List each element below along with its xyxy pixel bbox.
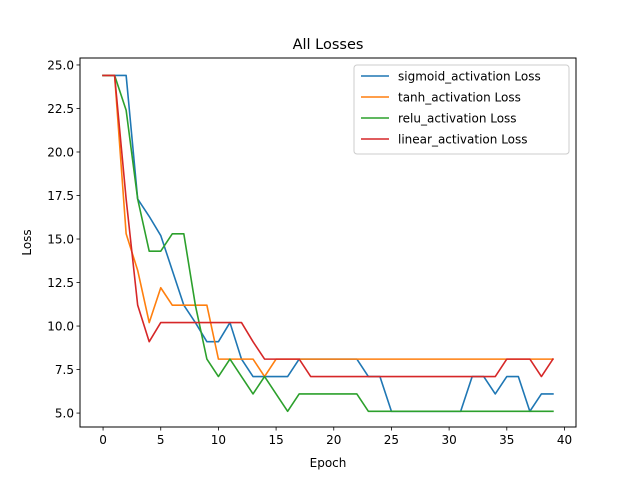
y-tick-label: 12.5: [47, 276, 74, 290]
x-axis: 0 5 10 15 20 25 30 35 40: [99, 427, 572, 447]
series-line-3: [102, 74, 554, 413]
x-tick-label: 5: [157, 433, 165, 447]
series-line-2: [102, 74, 554, 378]
y-tick-label: 15.0: [47, 232, 74, 246]
x-tick-label: 25: [384, 433, 399, 447]
y-tick-label: 10.0: [47, 319, 74, 333]
x-tick-label: 10: [211, 433, 226, 447]
y-tick-label: 7.5: [55, 363, 74, 377]
x-tick-label: 0: [99, 433, 107, 447]
x-tick-label: 40: [557, 433, 572, 447]
y-tick-label: 22.5: [47, 102, 74, 116]
y-tick-label: 20.0: [47, 145, 74, 159]
plot-lines: [102, 74, 555, 413]
y-axis: 5.0 7.5 10.0 12.5 15.0 17.5 20.0 22.5 25.0: [47, 58, 80, 420]
x-tick-label: 35: [499, 433, 514, 447]
legend-label-1: sigmoid_activation Loss: [398, 69, 541, 83]
legend-label-3: relu_activation Loss: [398, 111, 517, 125]
series-line-4: [102, 74, 555, 378]
plot-frame: [79, 57, 577, 428]
legend-label-4: linear_activation Loss: [398, 132, 528, 146]
x-tick-label: 20: [326, 433, 341, 447]
x-tick-label: 30: [441, 433, 456, 447]
legend-box: [353, 64, 570, 155]
legend: sigmoid_activation Loss tanh_activation L…: [353, 64, 570, 155]
y-tick-label: 17.5: [47, 189, 74, 203]
x-axis-label: Epoch: [310, 456, 347, 470]
y-axis-label: Loss: [20, 229, 34, 255]
y-tick-label: 25.0: [47, 58, 74, 72]
y-tick-label: 5.0: [55, 406, 74, 420]
legend-label-2: tanh_activation Loss: [398, 90, 521, 104]
chart-title: All Losses: [293, 37, 364, 53]
x-tick-label: 15: [268, 433, 283, 447]
